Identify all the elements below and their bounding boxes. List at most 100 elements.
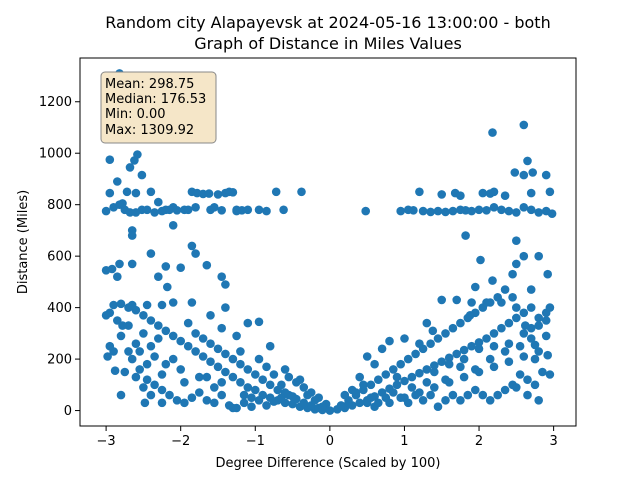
data-point	[482, 334, 491, 343]
x-tick-label: 0	[326, 434, 334, 449]
data-point	[441, 375, 450, 385]
data-point	[474, 205, 484, 215]
data-point	[161, 359, 171, 369]
plot-frame	[79, 57, 577, 427]
data-point	[262, 362, 271, 372]
data-point	[168, 298, 178, 307]
data-point	[538, 367, 547, 377]
data-point	[133, 150, 142, 159]
data-point	[422, 378, 432, 387]
data-point	[512, 208, 521, 217]
data-point	[396, 359, 406, 369]
data-point	[172, 206, 182, 215]
data-point	[430, 367, 439, 377]
data-point	[295, 375, 305, 385]
data-point	[265, 341, 275, 351]
data-point	[303, 390, 312, 400]
data-point	[202, 396, 212, 405]
data-point	[407, 372, 417, 382]
data-point	[118, 321, 127, 330]
data-point	[500, 191, 510, 200]
data-point	[125, 208, 135, 217]
data-point	[269, 370, 279, 379]
data-point	[497, 298, 506, 307]
data-point	[127, 231, 137, 240]
data-point	[142, 359, 152, 369]
data-point	[418, 396, 428, 405]
data-point	[176, 365, 185, 374]
data-point	[204, 189, 214, 198]
data-point	[191, 347, 200, 356]
data-point	[191, 249, 200, 258]
data-point	[385, 336, 394, 346]
data-point	[534, 251, 543, 261]
x-axis-label: Degree Difference (Scaled by 100)	[216, 456, 441, 471]
data-point	[355, 372, 365, 382]
data-point	[489, 187, 499, 197]
data-point	[374, 398, 383, 408]
data-point	[471, 385, 480, 395]
data-point	[146, 249, 156, 258]
data-point	[519, 251, 529, 261]
data-point	[131, 188, 141, 198]
data-point	[430, 361, 439, 370]
data-point	[116, 390, 126, 400]
data-point	[377, 344, 387, 354]
data-point	[247, 402, 256, 412]
data-point	[228, 372, 238, 382]
data-point	[344, 398, 353, 408]
data-point	[467, 341, 476, 351]
data-point	[403, 398, 413, 408]
data-point	[543, 350, 552, 360]
data-point	[508, 269, 517, 279]
data-point	[213, 362, 223, 372]
data-point	[236, 347, 245, 356]
data-point	[163, 282, 172, 292]
data-point	[137, 170, 147, 180]
x-tick-label: 2	[475, 434, 483, 449]
data-point	[441, 396, 450, 405]
data-point	[105, 308, 115, 318]
data-point	[526, 188, 536, 198]
data-point	[426, 390, 435, 400]
data-point	[262, 401, 271, 410]
data-point	[523, 390, 532, 400]
data-point	[288, 392, 297, 401]
data-point	[504, 357, 514, 367]
data-point	[113, 177, 122, 186]
data-point	[150, 380, 159, 390]
data-point	[526, 205, 536, 215]
data-point	[526, 303, 536, 312]
data-point	[512, 383, 521, 392]
data-point	[471, 282, 480, 292]
data-point	[512, 236, 521, 245]
data-point	[545, 187, 555, 197]
data-point	[448, 323, 458, 333]
data-point	[478, 188, 488, 198]
data-point	[530, 380, 540, 390]
y-tick-label: 1000	[39, 147, 72, 162]
data-point	[526, 334, 536, 343]
data-point	[180, 398, 189, 408]
data-point	[448, 206, 458, 216]
data-point	[146, 316, 156, 325]
data-point	[161, 262, 171, 271]
data-point	[488, 276, 497, 285]
data-point	[187, 241, 197, 251]
data-point	[510, 168, 520, 177]
data-point	[512, 303, 521, 312]
data-point	[512, 259, 521, 269]
data-point	[168, 221, 178, 230]
data-point	[265, 380, 275, 390]
data-point	[366, 380, 376, 390]
data-point	[139, 329, 148, 338]
data-point	[471, 365, 480, 374]
data-point	[437, 190, 447, 199]
data-point	[519, 170, 529, 180]
data-point	[221, 280, 230, 289]
data-point	[519, 352, 529, 361]
data-point	[183, 205, 193, 215]
data-point	[232, 206, 241, 216]
data-point	[154, 334, 163, 343]
